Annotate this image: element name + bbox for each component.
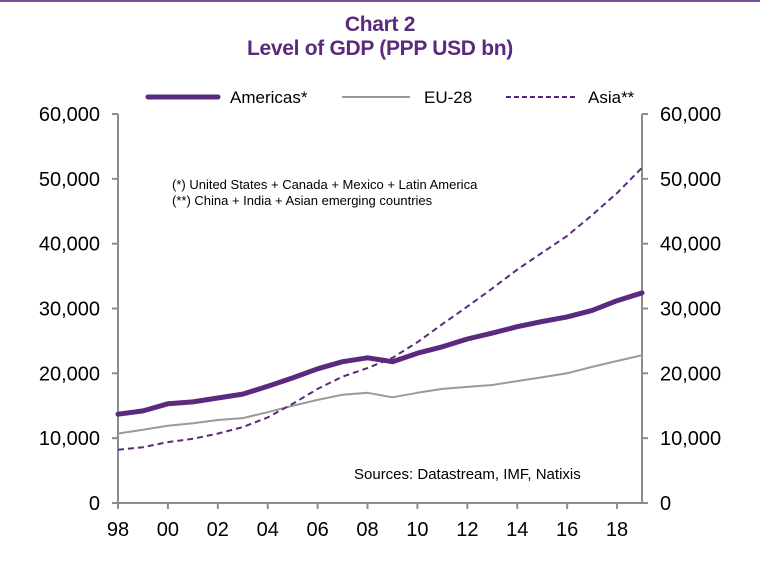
x-tick-label: 10 [406,519,428,541]
x-tick-label: 16 [556,519,578,541]
y-tick-label-right: 40,000 [660,234,721,256]
x-tick-label: 06 [306,519,328,541]
series-group [115,167,645,451]
y-tick-label-left: 30,000 [39,299,100,321]
footnote-americas: (*) United States + Canada + Mexico + La… [172,177,478,192]
chart-subtitle: Level of GDP (PPP USD bn) [247,37,513,60]
x-tick-label: 04 [257,519,279,541]
x-tick-label: 98 [107,519,129,541]
series-line-asia [117,167,643,451]
y-tick-label-left: 50,000 [39,169,100,191]
y-tick-label-right: 30,000 [660,299,721,321]
y-tick-label-right: 50,000 [660,169,721,191]
x-tick-label: 18 [606,519,628,541]
x-tick-label: 08 [356,519,378,541]
sources-note: Sources: Datastream, IMF, Natixis [354,466,581,483]
top-rule [0,0,760,2]
y-tick-label-right: 10,000 [660,428,721,450]
y-tick-label-left: 40,000 [39,234,100,256]
legend-label-americas: Americas* [230,88,308,107]
y-tick-label-right: 20,000 [660,363,721,385]
chart-title: Chart 2 [344,13,416,36]
y-tick-label-left: 10,000 [39,428,100,450]
legend: Americas* EU-28 Asia** [145,88,635,107]
footnote-asia: (**) China + India + Asian emerging coun… [172,193,433,208]
x-tick-label: 14 [506,519,528,541]
footnotes: (*) United States + Canada + Mexico + La… [172,177,581,483]
x-tick-label: 02 [207,519,229,541]
y-tick-label-right: 0 [660,493,671,515]
x-tick-label: 12 [456,519,478,541]
y-tick-label-left: 0 [89,493,100,515]
series-line-americas [115,290,645,417]
legend-label-eu-28: EU-28 [424,88,472,107]
series-line-eu-28 [117,354,643,435]
x-tick-label: 00 [157,519,179,541]
y-tick-label-right: 60,000 [660,104,721,126]
legend-label-asia: Asia** [588,88,635,107]
y-tick-label-left: 60,000 [39,104,100,126]
y-tick-label-left: 20,000 [39,363,100,385]
